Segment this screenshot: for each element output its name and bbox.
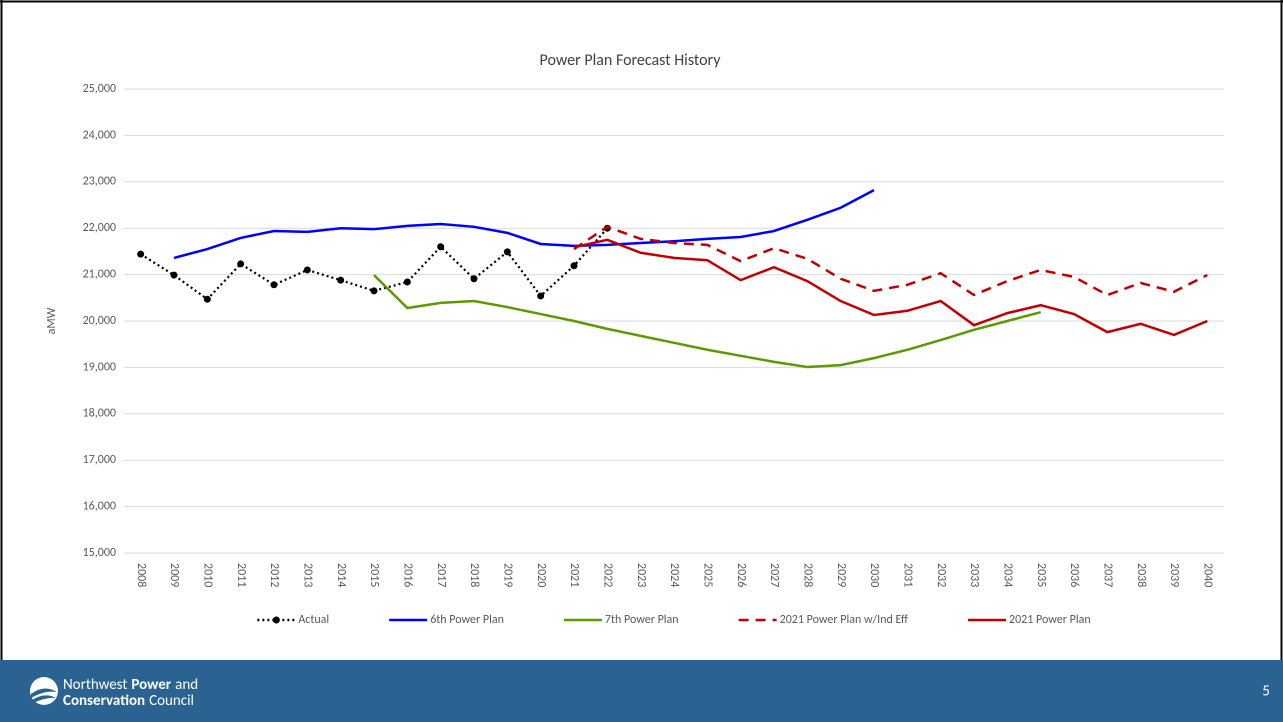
x-tick-label: 2036	[1067, 563, 1081, 587]
org-word: Council	[149, 692, 194, 710]
x-tick-label: 2016	[400, 563, 414, 587]
y-tick-label: 25,000	[83, 82, 116, 96]
x-tick-label: 2025	[700, 563, 714, 587]
logo-wave	[31, 688, 57, 698]
x-tick-label: 2035	[1034, 563, 1048, 587]
y-tick-label: 17,000	[83, 453, 116, 467]
legend-label: 2021 Power Plan w/Ind Eff	[780, 613, 908, 627]
data-point	[170, 271, 178, 279]
series-line	[573, 238, 1208, 337]
page-number: 5	[1262, 683, 1270, 701]
x-tick-label: 2033	[967, 563, 981, 587]
y-tick-label: 15,000	[83, 546, 116, 560]
x-tick-label: 2018	[467, 563, 481, 587]
legend-label: 7th Power Plan	[605, 613, 679, 627]
data-point	[337, 276, 345, 284]
x-tick-label: 2026	[734, 563, 748, 587]
x-tick-label: 2017	[434, 563, 448, 587]
x-tick-label: 2029	[834, 563, 848, 587]
legend-label: Actual	[298, 613, 329, 627]
series-line	[173, 189, 875, 260]
footer-band	[0, 660, 1283, 722]
x-tick-label: 2008	[134, 563, 148, 587]
series-line	[373, 274, 1041, 369]
organization-name: Conservation Council	[63, 692, 194, 710]
x-tick-label: 2014	[334, 563, 348, 587]
data-point	[437, 243, 445, 251]
y-tick-label: 18,000	[83, 407, 116, 421]
data-point	[303, 266, 311, 274]
x-tick-label: 2021	[567, 563, 581, 587]
org-word: Power	[131, 676, 171, 694]
x-tick-label: 2012	[267, 563, 281, 587]
data-point	[503, 248, 511, 256]
data-point	[370, 287, 378, 295]
x-tick-label: 2030	[867, 563, 881, 587]
data-point	[570, 262, 578, 270]
logo-wave	[32, 695, 56, 703]
organization-name: Northwest Power and	[63, 676, 198, 694]
series-line	[140, 227, 609, 301]
x-tick-label: 2015	[367, 563, 381, 587]
y-axis-label: aMW	[45, 307, 59, 334]
x-tick-label: 2034	[1000, 563, 1014, 587]
x-tick-label: 2024	[667, 563, 681, 587]
y-tick-label: 22,000	[83, 221, 116, 235]
y-tick-label: 21,000	[83, 267, 116, 281]
series-line	[573, 225, 1208, 297]
legend: Actual 6th Power Plan 7th Power Plan 2021 P…	[257, 613, 1091, 627]
x-tick-label: 2019	[500, 563, 514, 587]
x-tick-label: 2040	[1200, 563, 1214, 587]
x-tick-label: 2028	[800, 563, 814, 587]
y-tick-label: 19,000	[83, 360, 116, 374]
x-tick-label: 2020	[534, 563, 548, 587]
org-word: and	[175, 676, 198, 694]
x-tick-label: 2009	[167, 563, 181, 587]
y-tick-label: 16,000	[83, 499, 116, 513]
data-point	[137, 250, 145, 258]
org-word: Conservation	[63, 692, 145, 710]
x-tick-label: 2022	[600, 563, 614, 587]
legend-label: 2021 Power Plan	[1009, 613, 1091, 627]
y-tick-label: 24,000	[83, 128, 116, 142]
x-tick-label: 2023	[634, 563, 648, 587]
x-tick-label: 2027	[767, 563, 781, 587]
x-tick-label: 2010	[200, 563, 214, 587]
x-tick-label: 2031	[900, 563, 914, 587]
org-word: Northwest	[63, 676, 127, 694]
x-tick-label: 2013	[300, 563, 314, 587]
data-point	[270, 281, 278, 289]
legend-label: 6th Power Plan	[430, 613, 504, 627]
legend-marker	[272, 616, 280, 624]
x-tick-label: 2037	[1100, 563, 1114, 587]
x-tick-label: 2032	[934, 563, 948, 587]
data-point	[203, 295, 211, 303]
chart-title: Power Plan Forecast History	[540, 51, 722, 70]
y-tick-label: 20,000	[83, 314, 116, 328]
data-point	[470, 275, 478, 283]
data-point	[237, 260, 245, 268]
x-tick-label: 2039	[1167, 563, 1181, 587]
data-point	[403, 278, 411, 286]
y-tick-label: 23,000	[83, 175, 116, 189]
x-tick-label: 2011	[234, 563, 248, 587]
logo	[30, 677, 58, 705]
x-tick-label: 2038	[1134, 563, 1148, 587]
data-point	[537, 292, 545, 300]
